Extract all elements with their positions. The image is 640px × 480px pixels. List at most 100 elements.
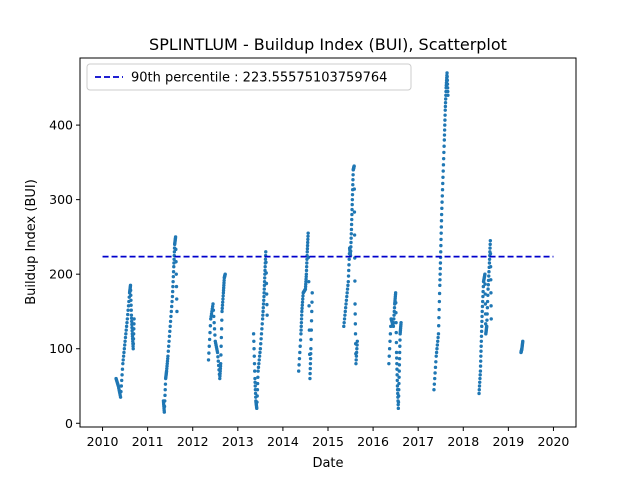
scatter-point xyxy=(397,381,401,386)
scatter-point xyxy=(439,212,444,217)
scatter-point xyxy=(308,371,312,376)
scatter-point xyxy=(207,351,211,355)
scatter-point xyxy=(167,339,171,343)
scatter-point xyxy=(443,113,447,117)
scatter-point xyxy=(443,101,448,105)
scatter-point xyxy=(125,317,130,321)
scatter-point xyxy=(212,320,216,325)
scatter-point xyxy=(438,261,443,265)
scatter-point xyxy=(438,283,442,288)
scatter-point xyxy=(394,301,398,305)
scatter-point xyxy=(342,320,346,325)
scatter-point xyxy=(437,291,442,296)
scatter-point xyxy=(387,347,392,351)
scatter-point xyxy=(168,319,173,324)
scatter-point xyxy=(207,337,212,342)
scatter-point xyxy=(345,287,350,291)
scatter-point xyxy=(439,237,443,242)
scatter-point xyxy=(478,376,482,381)
scatter-point xyxy=(481,294,485,299)
scatter-point xyxy=(123,335,128,340)
scatter-point xyxy=(263,276,267,280)
scatter-point xyxy=(479,354,483,358)
scatter-point xyxy=(479,359,483,363)
scatter-point xyxy=(165,359,170,363)
scatter-point xyxy=(349,236,353,240)
scatter-point xyxy=(174,247,178,252)
scatter-point xyxy=(441,163,446,167)
scatter-point xyxy=(442,133,447,137)
scatter-point xyxy=(299,317,304,321)
scatter-point xyxy=(124,324,129,329)
scatter-point xyxy=(259,337,263,341)
scatter-point xyxy=(218,371,222,376)
scatter-point xyxy=(218,376,222,381)
scatter-point xyxy=(218,364,223,368)
scatter-point xyxy=(394,320,398,325)
scatter-point xyxy=(303,287,308,291)
scatter-point xyxy=(387,361,391,366)
scatter-point xyxy=(264,260,268,265)
scatter-point xyxy=(309,337,313,342)
scatter-point xyxy=(305,247,310,251)
scatter-point xyxy=(479,349,483,353)
scatter-point xyxy=(399,320,403,325)
y-tick-label: 400 xyxy=(49,118,73,133)
scatter-point xyxy=(263,257,268,261)
scatter-point xyxy=(480,319,484,324)
scatter-point xyxy=(223,272,227,276)
scatter-point xyxy=(437,324,441,328)
x-tick-label: 2018 xyxy=(447,434,479,449)
scatter-point xyxy=(209,312,214,316)
scatter-point xyxy=(218,366,223,371)
y-tick-label: 300 xyxy=(49,192,73,207)
scatter-point xyxy=(299,320,304,325)
plot-area xyxy=(102,71,554,414)
scatter-point xyxy=(489,317,493,321)
scatter-point xyxy=(167,334,172,338)
scatter-point xyxy=(256,369,260,373)
scatter-point xyxy=(222,281,226,285)
scatter-point xyxy=(265,302,269,307)
scatter-point xyxy=(437,307,441,312)
scatter-point xyxy=(480,304,485,309)
scatter-point xyxy=(487,261,492,265)
scatter-point xyxy=(343,313,347,317)
scatter-point xyxy=(443,104,448,109)
scatter-point xyxy=(478,369,483,373)
scatter-point xyxy=(301,294,305,298)
scatter-point xyxy=(219,335,224,340)
scatter-point xyxy=(445,71,449,75)
scatter-point xyxy=(304,282,308,286)
scatter-point xyxy=(172,257,176,261)
scatter-point xyxy=(437,299,442,304)
scatter-point xyxy=(441,156,446,161)
scatter-point xyxy=(219,327,224,331)
scatter-point xyxy=(487,270,491,274)
scatter-point xyxy=(351,183,355,187)
scatter-point xyxy=(388,339,392,343)
scatter-point xyxy=(260,322,264,326)
scatter-point xyxy=(481,289,485,294)
scatter-point xyxy=(439,250,443,254)
scatter-point xyxy=(163,382,168,386)
scatter-point xyxy=(298,338,303,342)
scatter-point xyxy=(350,212,354,217)
scatter-point xyxy=(344,302,348,306)
x-tick-label: 2015 xyxy=(312,434,344,449)
scatter-point xyxy=(299,328,303,332)
scatter-point xyxy=(304,279,308,284)
scatter-point xyxy=(123,343,127,347)
scatter-point xyxy=(446,89,450,94)
scatter-point xyxy=(445,78,450,83)
scatter-point xyxy=(252,361,257,366)
scatter-point xyxy=(353,322,358,326)
scatter-point xyxy=(129,298,133,302)
scatter-point xyxy=(212,314,216,319)
scatter-point xyxy=(441,175,445,179)
scatter-point xyxy=(344,298,349,302)
scatter-point xyxy=(483,272,487,276)
scatter-point xyxy=(221,288,226,293)
scatter-point xyxy=(221,286,226,290)
scatter-point xyxy=(397,375,401,379)
